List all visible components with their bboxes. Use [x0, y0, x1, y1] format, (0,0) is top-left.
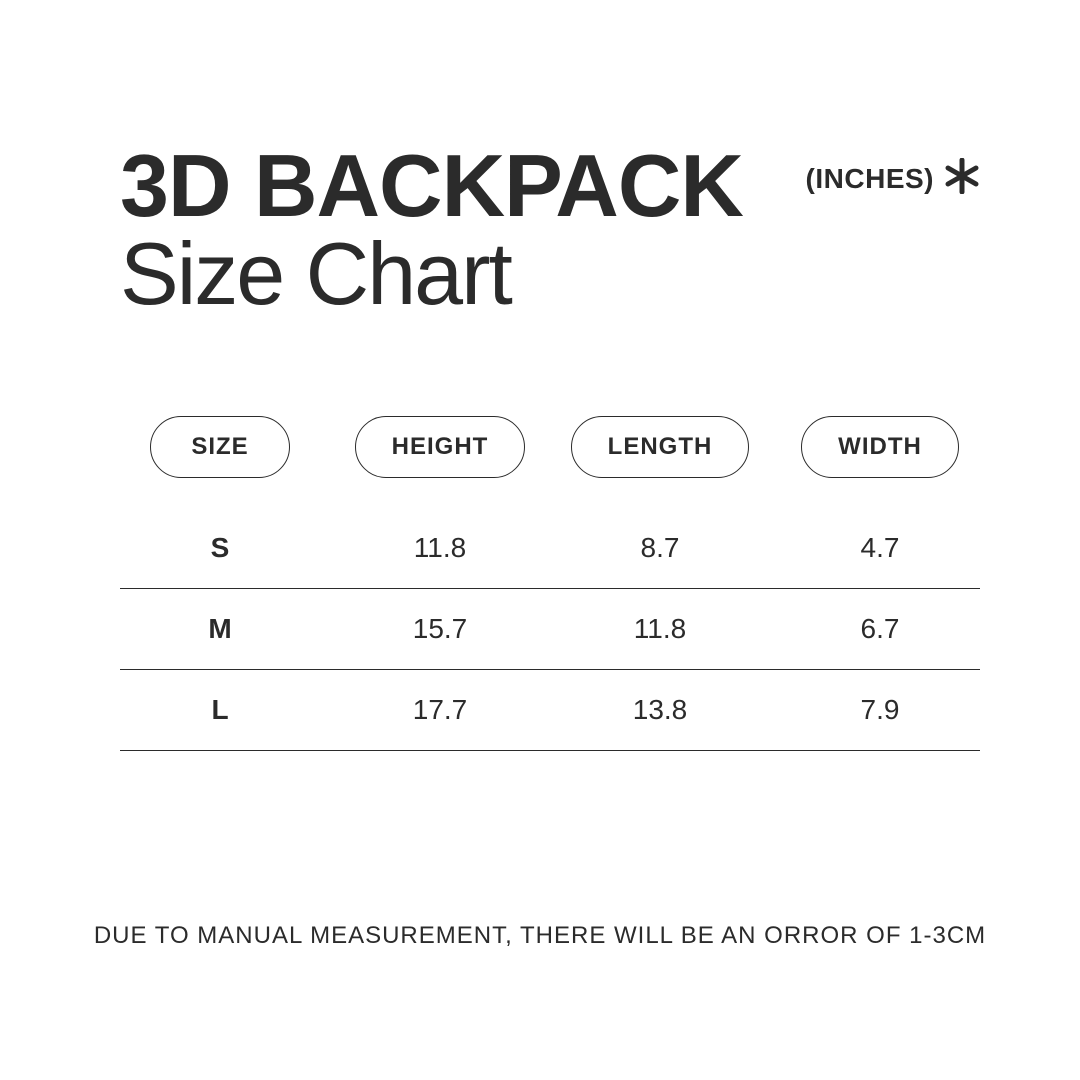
table-row: S 11.8 8.7 4.7 [120, 508, 980, 589]
pill-height: HEIGHT [355, 416, 526, 478]
asterisk-icon [944, 158, 980, 199]
cell-height: 11.8 [350, 532, 530, 564]
cell-height: 15.7 [350, 613, 530, 645]
pill-length: LENGTH [571, 416, 750, 478]
table-body: S 11.8 8.7 4.7 M 15.7 11.8 6.7 L 17.7 13… [120, 508, 980, 751]
pill-size: SIZE [150, 416, 290, 478]
footnote: DUE TO MANUAL MEASUREMENT, THERE WILL BE… [0, 922, 1080, 950]
cell-length: 11.8 [570, 613, 750, 645]
title-line2: Size Chart [120, 228, 743, 320]
title-line1: 3D BACKPACK [120, 140, 743, 232]
size-chart: 3D BACKPACK Size Chart (INCHES) SIZE [120, 140, 980, 751]
table-header: SIZE HEIGHT LENGTH WIDTH [120, 416, 980, 478]
cell-size: L [130, 694, 310, 726]
cell-length: 8.7 [570, 532, 750, 564]
unit-label: (INCHES) [806, 163, 934, 195]
col-header-length: LENGTH [570, 416, 750, 478]
col-header-height: HEIGHT [350, 416, 530, 478]
unit-block: (INCHES) [806, 158, 980, 199]
cell-width: 4.7 [790, 532, 970, 564]
table-row: L 17.7 13.8 7.9 [120, 670, 980, 751]
title-block: 3D BACKPACK Size Chart [120, 140, 743, 321]
col-header-size: SIZE [130, 416, 310, 478]
col-header-width: WIDTH [790, 416, 970, 478]
pill-width: WIDTH [801, 416, 959, 478]
cell-width: 7.9 [790, 694, 970, 726]
cell-size: M [130, 613, 310, 645]
cell-height: 17.7 [350, 694, 530, 726]
cell-length: 13.8 [570, 694, 750, 726]
size-table: SIZE HEIGHT LENGTH WIDTH S 11.8 8.7 4.7 … [120, 416, 980, 751]
header-row: 3D BACKPACK Size Chart (INCHES) [120, 140, 980, 321]
cell-width: 6.7 [790, 613, 970, 645]
table-row: M 15.7 11.8 6.7 [120, 589, 980, 670]
cell-size: S [130, 532, 310, 564]
